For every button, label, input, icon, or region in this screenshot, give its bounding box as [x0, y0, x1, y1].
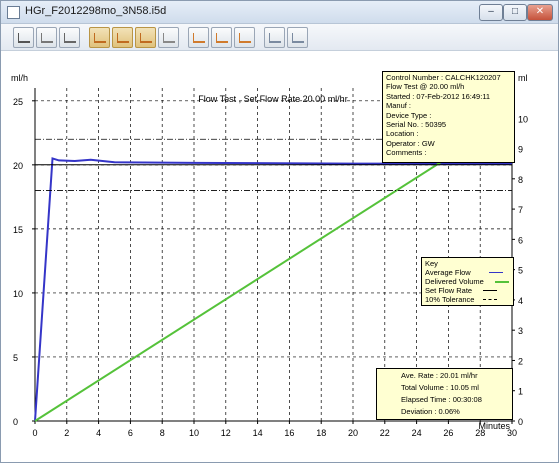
scale-up-icon — [193, 33, 205, 43]
deviation: Deviation : 0.06% — [401, 407, 460, 416]
close-button[interactable]: ✕ — [527, 4, 553, 21]
document-button[interactable] — [36, 27, 57, 48]
y-left-tick-label: 20 — [13, 161, 23, 171]
window-title: HGr_F2012298mo_3N58.i5d — [25, 5, 167, 17]
print-button[interactable] — [59, 27, 80, 48]
legend-item-set-flow-rate: Set Flow Rate — [425, 286, 513, 295]
y-axis-left-label: ml/h — [11, 73, 28, 83]
document-icon — [41, 33, 53, 43]
ave-rate: Ave. Rate : 20.01 ml/hr — [401, 371, 478, 380]
info-line: Manuf : — [386, 101, 412, 111]
y-right-tick-label: 4 — [518, 296, 523, 306]
legend-swatch-set-flow-rate — [483, 290, 497, 291]
y-left-tick-label: 25 — [13, 97, 23, 107]
x-tick-label: 26 — [443, 428, 453, 438]
stats-box: Ave. Rate : 20.01 ml/hr Total Volume : 1… — [376, 368, 513, 420]
scale-fit-icon — [216, 33, 228, 43]
chart-settings-button[interactable] — [158, 27, 179, 48]
chart-flow-button[interactable] — [89, 27, 110, 48]
maximize-button[interactable]: □ — [503, 4, 527, 21]
info-line: Serial No. : 50395 — [386, 120, 447, 130]
info-line: Operator : GW — [386, 138, 435, 148]
title-bar[interactable]: HGr_F2012298mo_3N58.i5d – □ ✕ — [1, 1, 558, 24]
y-left-tick-label: 15 — [13, 225, 23, 235]
x-tick-label: 6 — [128, 428, 133, 438]
page-prev-button[interactable] — [264, 27, 285, 48]
elapsed-time: Elapsed Time : 00:30:08 — [401, 395, 482, 404]
info-line: Device Type : — [386, 110, 432, 120]
scale-up-button[interactable] — [188, 27, 209, 48]
x-tick-label: 22 — [380, 428, 390, 438]
info-line: Control Number : CALCHK120207 — [386, 73, 501, 82]
x-tick-label: 16 — [284, 428, 294, 438]
x-tick-label: 18 — [316, 428, 326, 438]
y-right-tick-label: 1 — [518, 387, 523, 397]
x-tick-label: 12 — [221, 428, 231, 438]
x-tick-label: 24 — [412, 428, 422, 438]
y-right-tick-label: 2 — [518, 356, 523, 366]
toolbar — [1, 24, 558, 51]
x-axis-label: Minutes — [478, 421, 510, 431]
info-line: Started : 07-Feb-2012 16:49:11 — [386, 91, 491, 101]
y-left-tick-label: 0 — [13, 417, 18, 427]
x-tick-label: 2 — [64, 428, 69, 438]
y-left-tick-label: 10 — [13, 289, 23, 299]
scale-down-button[interactable] — [234, 27, 255, 48]
chart-volume-button[interactable] — [112, 27, 133, 48]
y-right-tick-label: 7 — [518, 205, 523, 215]
legend-swatch-tolerance — [483, 299, 497, 300]
x-tick-label: 8 — [160, 428, 165, 438]
x-tick-label: 28 — [475, 428, 485, 438]
x-tick-label: 14 — [253, 428, 263, 438]
info-line: Flow Test @ 20.00 ml/h — [386, 82, 465, 92]
chart-title: Flow Test , Set Flow Rate 20.00 ml/hr — [198, 94, 347, 104]
y-right-tick-label: 6 — [518, 235, 523, 245]
keyboard-icon — [18, 33, 30, 43]
x-tick-label: 20 — [348, 428, 358, 438]
y-right-tick-label: 3 — [518, 326, 523, 336]
total-volume: Total Volume : 10.05 ml — [401, 383, 479, 392]
legend-swatch-average-flow — [489, 272, 503, 273]
legend-item-average-flow: Average Flow — [425, 268, 513, 277]
chart-combined-icon — [140, 33, 152, 43]
legend-title: Key — [425, 259, 438, 268]
y-left-tick-label: 5 — [13, 353, 18, 363]
chart-combined-button[interactable] — [135, 27, 156, 48]
y-right-tick-label: 9 — [518, 145, 523, 155]
y-right-tick-label: 8 — [518, 175, 523, 185]
y-right-tick-label: 0 — [518, 417, 523, 427]
test-info-box: Control Number : CALCHK120207 Flow Test @… — [382, 71, 515, 163]
legend-item-tolerance: 10% Tolerance — [425, 295, 513, 304]
legend-swatch-delivered-volume — [495, 281, 509, 283]
legend-box: Key Average Flow Delivered Volume Set Fl… — [421, 257, 514, 306]
chart-flow-icon — [94, 33, 106, 43]
info-line: Comments : — [386, 148, 427, 158]
x-tick-label: 0 — [32, 428, 37, 438]
x-tick-label: 30 — [507, 428, 517, 438]
chart-volume-icon — [117, 33, 129, 43]
series-average-flow-line — [34, 157, 512, 422]
app-icon — [7, 6, 20, 19]
scale-down-icon — [239, 33, 251, 43]
page-next-button[interactable] — [287, 27, 308, 48]
page-prev-icon — [269, 33, 281, 43]
y-right-tick-label: 5 — [518, 266, 523, 276]
x-tick-label: 10 — [189, 428, 199, 438]
chart-settings-icon — [163, 33, 175, 43]
keyboard-button[interactable] — [13, 27, 34, 48]
x-tick-label: 4 — [96, 428, 101, 438]
scale-fit-button[interactable] — [211, 27, 232, 48]
y-right-tick-label: 10 — [518, 114, 528, 124]
y-axis-right-label: ml — [518, 73, 528, 83]
page-next-icon — [292, 33, 304, 43]
print-icon — [64, 33, 76, 43]
minimize-button[interactable]: – — [479, 4, 503, 21]
legend-item-delivered-volume: Delivered Volume — [425, 277, 513, 286]
series-delivered-volume-line — [34, 115, 513, 422]
info-line: Location : — [386, 129, 419, 139]
